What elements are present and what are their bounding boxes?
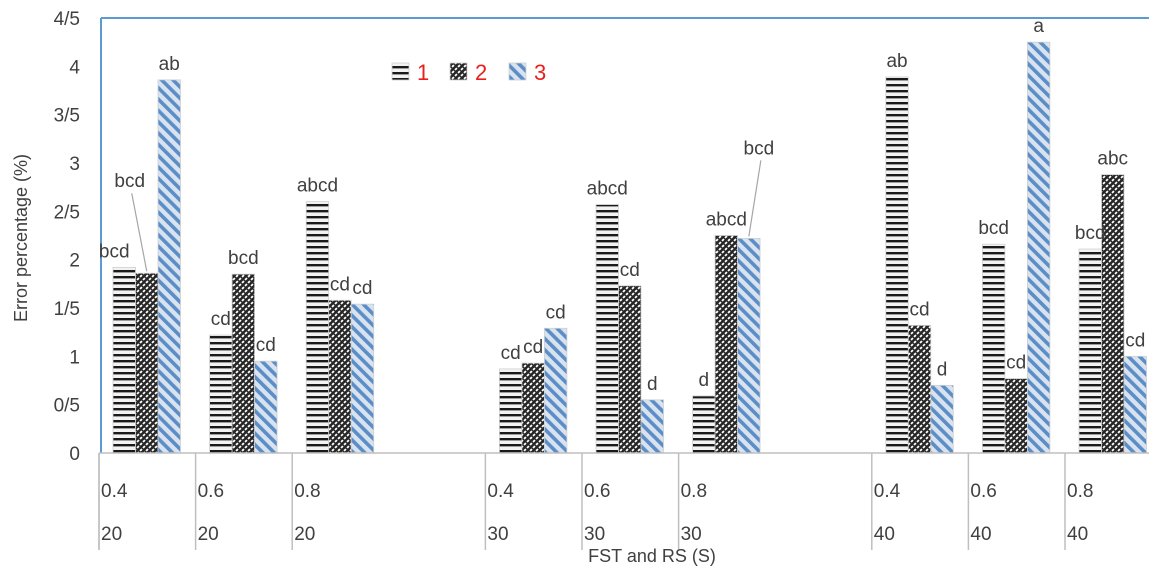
x-tick-label-fst: 0.4 xyxy=(101,481,128,502)
data-label: bcd xyxy=(1075,223,1106,244)
data-label: ab xyxy=(159,54,180,75)
x-tick-label-rs: 40 xyxy=(970,524,991,545)
x-tick-label-rs: 40 xyxy=(1067,524,1088,545)
data-label: cd xyxy=(1125,330,1145,351)
x-tick-label-fst: 0.6 xyxy=(584,481,610,502)
data-label: bcd xyxy=(114,171,145,192)
x-tick-label-rs: 20 xyxy=(101,524,122,545)
bars xyxy=(112,41,1147,454)
y-tick-label: 4/5 xyxy=(54,9,80,30)
data-label: cd xyxy=(620,260,640,281)
bar-series-1 xyxy=(885,76,909,454)
bar-series-2 xyxy=(907,324,932,454)
x-tick-label-rs: 30 xyxy=(584,524,605,545)
legend-swatch-2 xyxy=(449,62,468,81)
legend: 1 2 3 xyxy=(391,60,546,85)
bar-series-2 xyxy=(521,362,545,454)
x-tick-label-fst: 0.6 xyxy=(970,481,996,502)
bar-series-2 xyxy=(1004,378,1028,454)
y-axis: 0 0/5 1 1/5 2 2/5 3 3/5 4 4/5 xyxy=(54,9,81,465)
data-label: d xyxy=(647,374,658,395)
legend-label-1: 1 xyxy=(417,60,429,85)
y-tick-label: 3/5 xyxy=(54,106,80,127)
data-label: cd xyxy=(330,274,350,295)
y-tick-label: 3 xyxy=(69,154,80,175)
data-label: cd xyxy=(501,343,521,364)
bar-series-3 xyxy=(1123,355,1147,454)
y-tick-label: 2/5 xyxy=(54,202,80,223)
bar-series-2 xyxy=(231,273,256,454)
x-tick-label-fst: 0.6 xyxy=(198,481,224,502)
data-label: cd xyxy=(211,309,231,330)
bar-series-1 xyxy=(692,395,716,454)
bar-series-1 xyxy=(209,334,233,454)
data-label: cd xyxy=(546,302,566,323)
data-label: d xyxy=(699,370,710,391)
data-label: bcd xyxy=(978,218,1009,239)
data-label: abcd xyxy=(297,176,338,197)
data-label: abcd xyxy=(587,179,628,200)
data-label: cd xyxy=(1006,353,1026,374)
data-label: bcd xyxy=(99,241,130,262)
bar-series-2 xyxy=(714,235,738,454)
x-tick-label-rs: 20 xyxy=(294,524,315,545)
legend-swatch-1 xyxy=(391,62,410,81)
data-label: ab xyxy=(886,51,907,72)
x-tick-label-fst: 0.8 xyxy=(1067,481,1093,502)
bar-series-1 xyxy=(982,243,1006,454)
bar-series-3 xyxy=(640,399,664,454)
legend-label-3: 3 xyxy=(534,60,546,85)
bar-series-2 xyxy=(135,272,159,454)
bar-series-2 xyxy=(328,299,352,454)
x-tick-label-rs: 20 xyxy=(198,524,219,545)
x-tick-label-rs: 30 xyxy=(681,524,702,545)
bar-series-3 xyxy=(157,79,181,454)
x-tick-label-rs: 40 xyxy=(874,524,895,545)
x-tick-label-rs: 30 xyxy=(487,524,508,545)
bar-series-3 xyxy=(737,237,761,454)
y-tick-label: 4 xyxy=(69,57,80,78)
data-label: abcd xyxy=(706,210,747,231)
data-label: cd xyxy=(910,299,930,320)
bar-series-1 xyxy=(498,368,523,454)
x-tick-label-fst: 0.4 xyxy=(874,481,901,502)
y-tick-label: 0/5 xyxy=(54,396,80,417)
x-tick-label-fst: 0.8 xyxy=(681,481,707,502)
data-label: bcd xyxy=(228,248,259,269)
plot-area-border xyxy=(100,17,1149,453)
leader-line xyxy=(748,160,762,237)
bar-series-3 xyxy=(930,384,954,454)
x-tick-label-fst: 0.8 xyxy=(294,481,320,502)
y-tick-label: 1/5 xyxy=(54,299,80,320)
leader-line xyxy=(131,193,148,272)
data-label: bcd xyxy=(744,138,775,159)
bar-series-3 xyxy=(350,303,375,454)
y-axis-title: Error percentage (%) xyxy=(11,154,31,322)
x-axis-title: FST and RS (S) xyxy=(588,546,716,566)
data-label: cd xyxy=(256,335,276,356)
bar-series-1 xyxy=(1078,248,1102,454)
data-label: cd xyxy=(523,337,543,358)
data-label: abc xyxy=(1097,149,1128,170)
bar-series-2 xyxy=(1101,174,1125,454)
bar-series-3 xyxy=(1027,41,1051,454)
bar-series-2 xyxy=(618,285,642,454)
y-tick-label: 2 xyxy=(69,251,80,272)
x-tick-label-fst: 0.4 xyxy=(487,481,514,502)
data-label: d xyxy=(937,359,948,380)
bar-series-1 xyxy=(305,201,330,454)
x-axis: 0.4 20 0.6 20 0.8 20 0.4 30 0.6 30 0.8 30 0.4 40 0.6 40… xyxy=(98,452,1149,550)
bar-series-3 xyxy=(544,327,568,454)
data-label: a xyxy=(1033,16,1044,37)
y-tick-label: 1 xyxy=(69,347,80,368)
data-label: cd xyxy=(352,278,372,299)
legend-label-2: 2 xyxy=(475,60,487,85)
bar-series-1 xyxy=(112,266,136,454)
bar-series-1 xyxy=(595,204,619,454)
bar-series-3 xyxy=(254,360,278,454)
legend-swatch-3 xyxy=(508,62,527,81)
y-tick-label: 0 xyxy=(69,444,80,465)
